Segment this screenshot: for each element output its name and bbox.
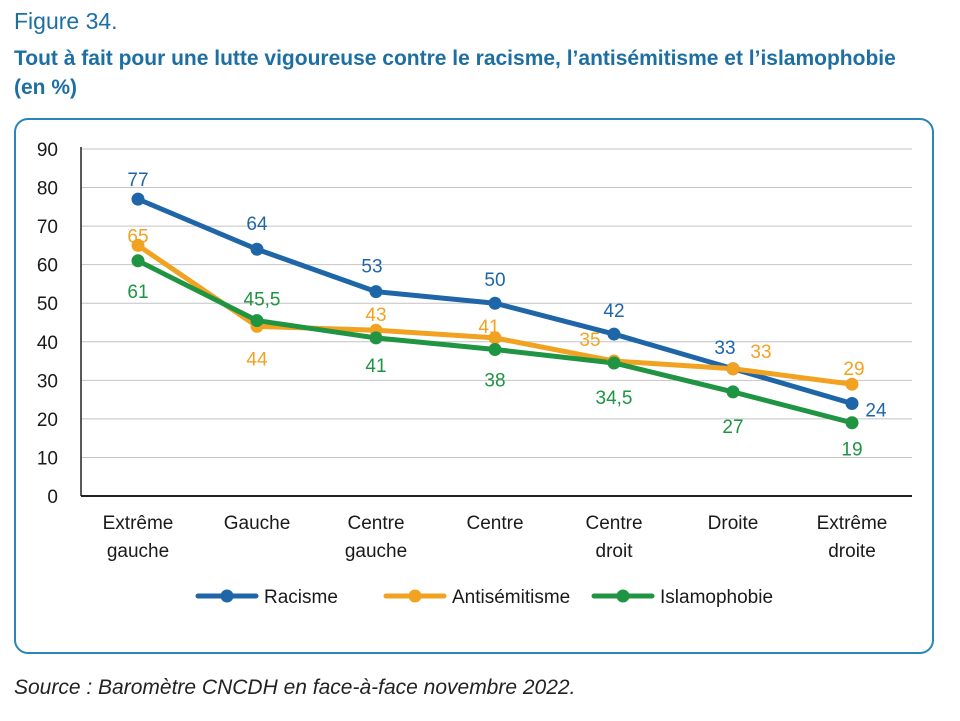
y-tick-label: 30 bbox=[37, 371, 58, 392]
data-point bbox=[726, 362, 740, 376]
x-tick-label: Centre gauche bbox=[345, 513, 407, 562]
x-tick-label: Centre bbox=[466, 513, 523, 534]
data-point bbox=[488, 331, 502, 345]
data-label: 42 bbox=[603, 301, 624, 322]
figure-label: Figure 34. bbox=[14, 8, 118, 34]
y-tick-label: 20 bbox=[37, 410, 58, 431]
data-point bbox=[845, 377, 859, 391]
data-point bbox=[726, 385, 740, 399]
data-label: 77 bbox=[127, 170, 148, 191]
legend-label: Antisémitisme bbox=[452, 587, 570, 608]
data-label: 61 bbox=[127, 282, 148, 303]
line-chart: 0 10 20 30 40 50 60 70 80 90 Extrême gauche Gauche Ce… bbox=[37, 140, 912, 608]
x-tick-label: Gauche bbox=[224, 513, 291, 534]
y-tick-label: 80 bbox=[37, 179, 58, 200]
data-point bbox=[369, 331, 383, 345]
data-point bbox=[607, 356, 621, 370]
data-label: 33 bbox=[750, 342, 771, 363]
data-label: 24 bbox=[865, 400, 887, 421]
chart-panel: 0 10 20 30 40 50 60 70 80 90 Extrême gauche Gauche Ce… bbox=[14, 118, 934, 654]
data-label: 43 bbox=[365, 305, 386, 326]
source-note: Source : Baromètre CNCDH en face-à-face … bbox=[14, 676, 576, 699]
y-tick-label: 0 bbox=[47, 487, 58, 508]
data-point bbox=[488, 342, 502, 356]
data-label: 27 bbox=[722, 417, 743, 438]
data-point bbox=[845, 416, 859, 430]
y-tick-label: 90 bbox=[37, 140, 58, 161]
data-label: 41 bbox=[478, 317, 499, 338]
data-point bbox=[131, 254, 145, 268]
data-point bbox=[845, 396, 859, 410]
legend-label: Racisme bbox=[264, 587, 338, 608]
x-tick-label: Centre droit bbox=[585, 513, 642, 562]
y-tick-label: 70 bbox=[37, 217, 58, 238]
y-tick-label: 10 bbox=[37, 448, 58, 469]
data-label: 41 bbox=[365, 356, 386, 377]
data-label: 38 bbox=[484, 370, 505, 391]
legend-label: Islamophobie bbox=[660, 587, 773, 608]
legend-marker bbox=[220, 589, 234, 603]
data-point bbox=[131, 238, 145, 252]
x-tick-label: Extrême droite bbox=[817, 513, 888, 562]
data-label: 44 bbox=[246, 349, 268, 370]
data-point bbox=[131, 192, 145, 206]
y-tick-label: 40 bbox=[37, 333, 58, 354]
x-tick-label: Extrême gauche bbox=[103, 513, 174, 562]
chart-title: Tout à fait pour une lutte vigoureuse co… bbox=[14, 47, 896, 99]
legend-marker bbox=[616, 589, 630, 603]
x-tick-label: Droite bbox=[708, 513, 759, 534]
data-label: 50 bbox=[484, 270, 505, 291]
data-label: 29 bbox=[843, 359, 864, 380]
data-point bbox=[369, 285, 383, 299]
data-label: 65 bbox=[127, 226, 148, 247]
data-label: 19 bbox=[841, 440, 862, 461]
data-label: 53 bbox=[361, 257, 382, 278]
data-label: 34,5 bbox=[596, 388, 633, 409]
legend-marker bbox=[408, 589, 422, 603]
y-tick-label: 50 bbox=[37, 294, 58, 315]
data-label: 64 bbox=[246, 214, 268, 235]
data-label: 35 bbox=[579, 330, 600, 351]
data-label: 33 bbox=[714, 338, 735, 359]
data-label: 45,5 bbox=[244, 290, 281, 311]
y-tick-label: 60 bbox=[37, 256, 58, 277]
data-point bbox=[250, 242, 264, 256]
data-point bbox=[488, 296, 502, 310]
data-point bbox=[607, 327, 621, 341]
data-point bbox=[250, 314, 264, 328]
